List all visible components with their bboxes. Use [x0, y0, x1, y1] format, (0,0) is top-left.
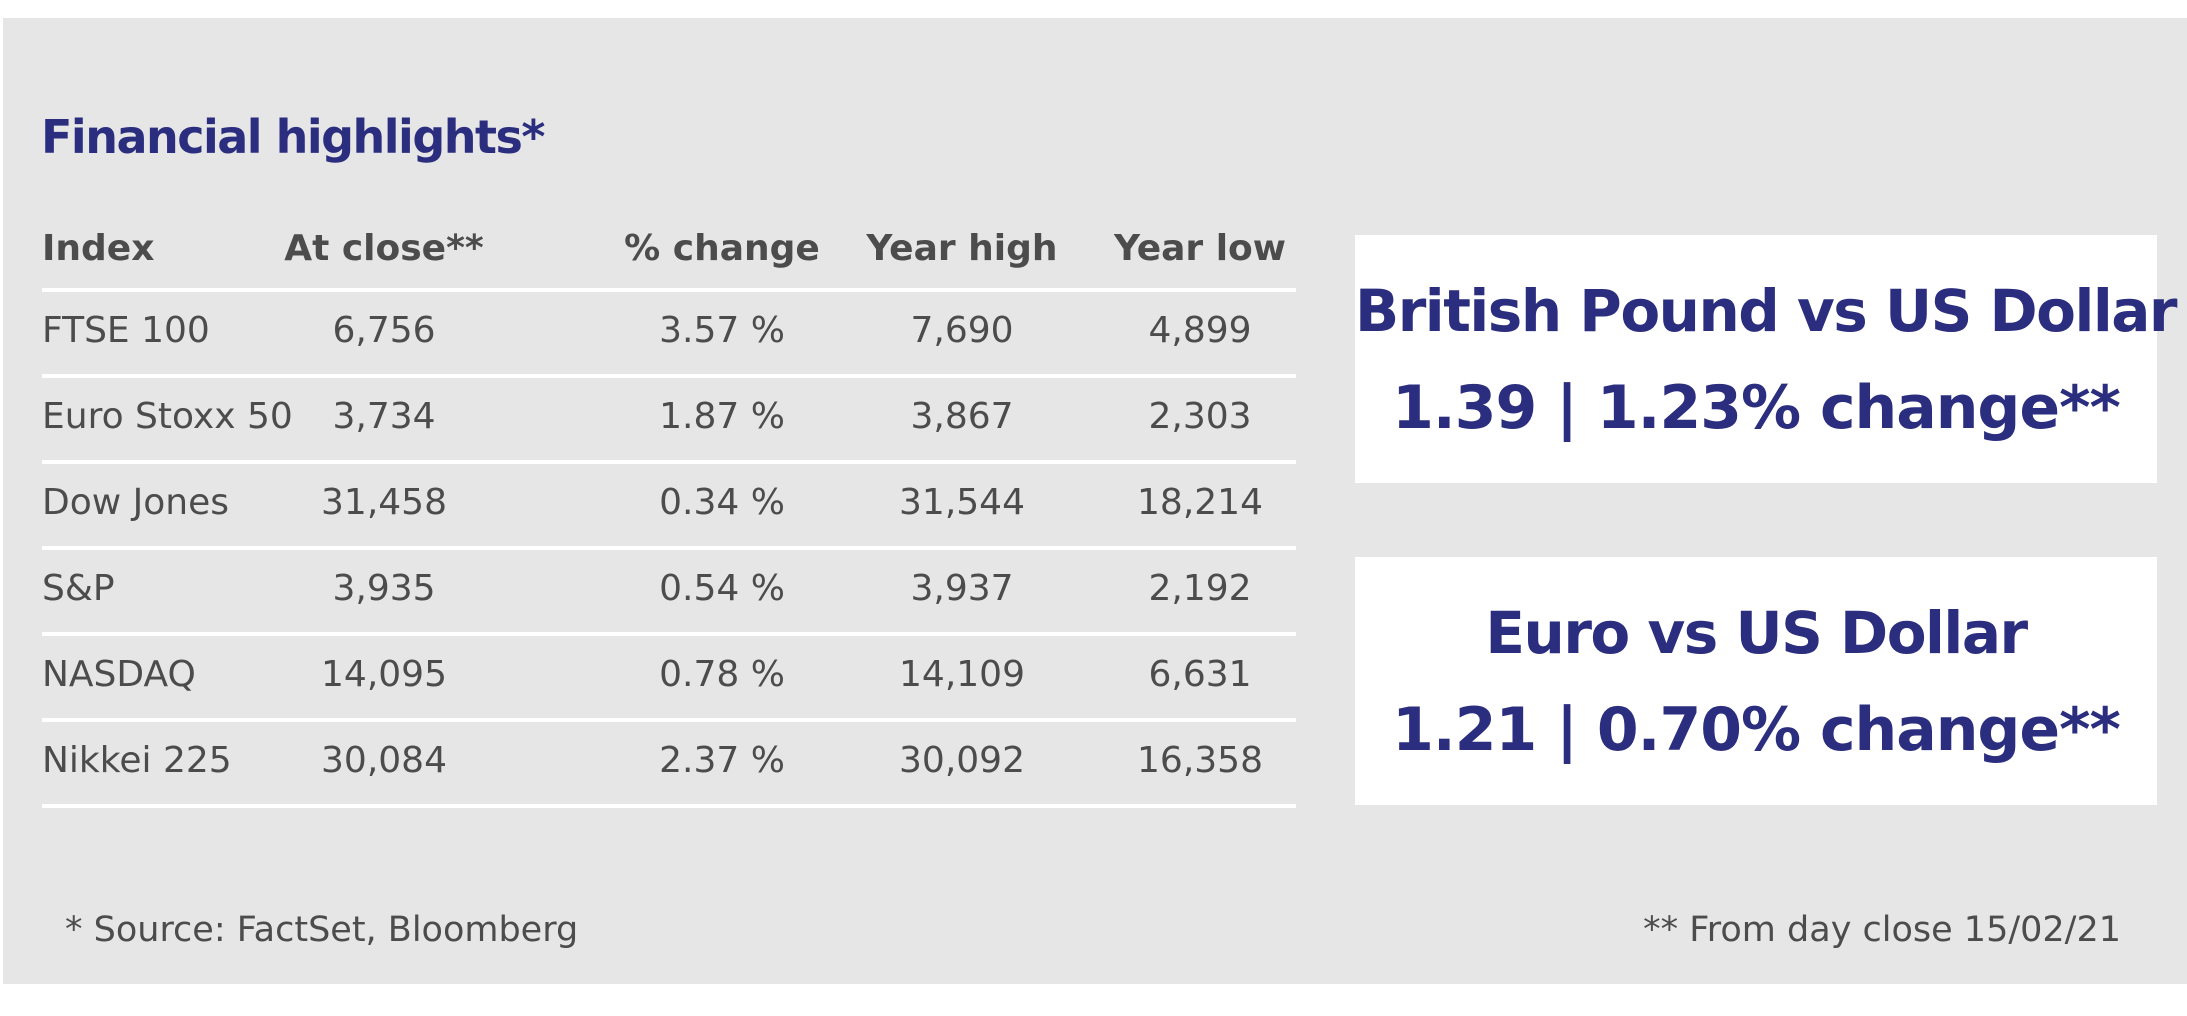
cell-year-low: 6,631 — [1148, 654, 1252, 695]
cell-year-high: 7,690 — [910, 310, 1014, 351]
cell-year-low: 18,214 — [1137, 482, 1263, 523]
gbp-usd-title: British Pound vs US Dollar — [1355, 277, 2178, 345]
indices-table: Index At close** % change Year high Year… — [42, 218, 1296, 808]
cell-index: Nikkei 225 — [42, 740, 232, 781]
table-header-row: Index At close** % change Year high Year… — [42, 218, 1296, 292]
cell-percent-change: 0.34 % — [659, 482, 785, 523]
cell-at-close: 3,935 — [332, 568, 436, 609]
table-row: FTSE 100 6,756 3.57 % 7,690 4,899 — [42, 292, 1296, 378]
cell-year-low: 16,358 — [1137, 740, 1263, 781]
cell-index: S&P — [42, 568, 115, 609]
financial-highlights-panel: Financial highlights* Index At close** %… — [3, 18, 2187, 984]
cell-at-close: 30,084 — [321, 740, 447, 781]
cell-percent-change: 0.54 % — [659, 568, 785, 609]
cell-year-high: 14,109 — [899, 654, 1025, 695]
page-title: Financial highlights* — [41, 110, 545, 164]
cell-year-low: 2,192 — [1148, 568, 1252, 609]
table-row: S&P 3,935 0.54 % 3,937 2,192 — [42, 550, 1296, 636]
cell-percent-change: 1.87 % — [659, 396, 785, 437]
table-row: NASDAQ 14,095 0.78 % 14,109 6,631 — [42, 636, 1296, 722]
cell-at-close: 31,458 — [321, 482, 447, 523]
header-percent-change: % change — [624, 228, 820, 269]
source-footnote: * Source: FactSet, Bloomberg — [65, 910, 579, 950]
cell-percent-change: 3.57 % — [659, 310, 785, 351]
cell-at-close: 14,095 — [321, 654, 447, 695]
cell-index: Euro Stoxx 50 — [42, 396, 293, 437]
eur-usd-box: Euro vs US Dollar 1.21 | 0.70% change** — [1355, 557, 2157, 805]
header-year-high: Year high — [866, 228, 1058, 269]
header-index: Index — [42, 228, 155, 269]
cell-percent-change: 2.37 % — [659, 740, 785, 781]
header-at-close: At close** — [284, 228, 484, 269]
cell-year-high: 31,544 — [899, 482, 1025, 523]
header-year-low: Year low — [1113, 228, 1287, 269]
gbp-usd-value: 1.39 | 1.23% change** — [1392, 373, 2121, 443]
cell-year-low: 2,303 — [1148, 396, 1252, 437]
cell-percent-change: 0.78 % — [659, 654, 785, 695]
cell-year-low: 4,899 — [1148, 310, 1252, 351]
cell-index: NASDAQ — [42, 654, 196, 695]
cell-at-close: 6,756 — [332, 310, 436, 351]
cell-at-close: 3,734 — [332, 396, 436, 437]
date-footnote: ** From day close 15/02/21 — [1643, 910, 2121, 950]
eur-usd-title: Euro vs US Dollar — [1485, 599, 2028, 667]
table-row: Euro Stoxx 50 3,734 1.87 % 3,867 2,303 — [42, 378, 1296, 464]
eur-usd-value: 1.21 | 0.70% change** — [1392, 695, 2121, 765]
cell-index: FTSE 100 — [42, 310, 210, 351]
cell-index: Dow Jones — [42, 482, 229, 523]
table-row: Nikkei 225 30,084 2.37 % 30,092 16,358 — [42, 722, 1296, 808]
table-row: Dow Jones 31,458 0.34 % 31,544 18,214 — [42, 464, 1296, 550]
cell-year-high: 30,092 — [899, 740, 1025, 781]
cell-year-high: 3,867 — [910, 396, 1014, 437]
cell-year-high: 3,937 — [910, 568, 1014, 609]
gbp-usd-box: British Pound vs US Dollar 1.39 | 1.23% … — [1355, 235, 2178, 483]
